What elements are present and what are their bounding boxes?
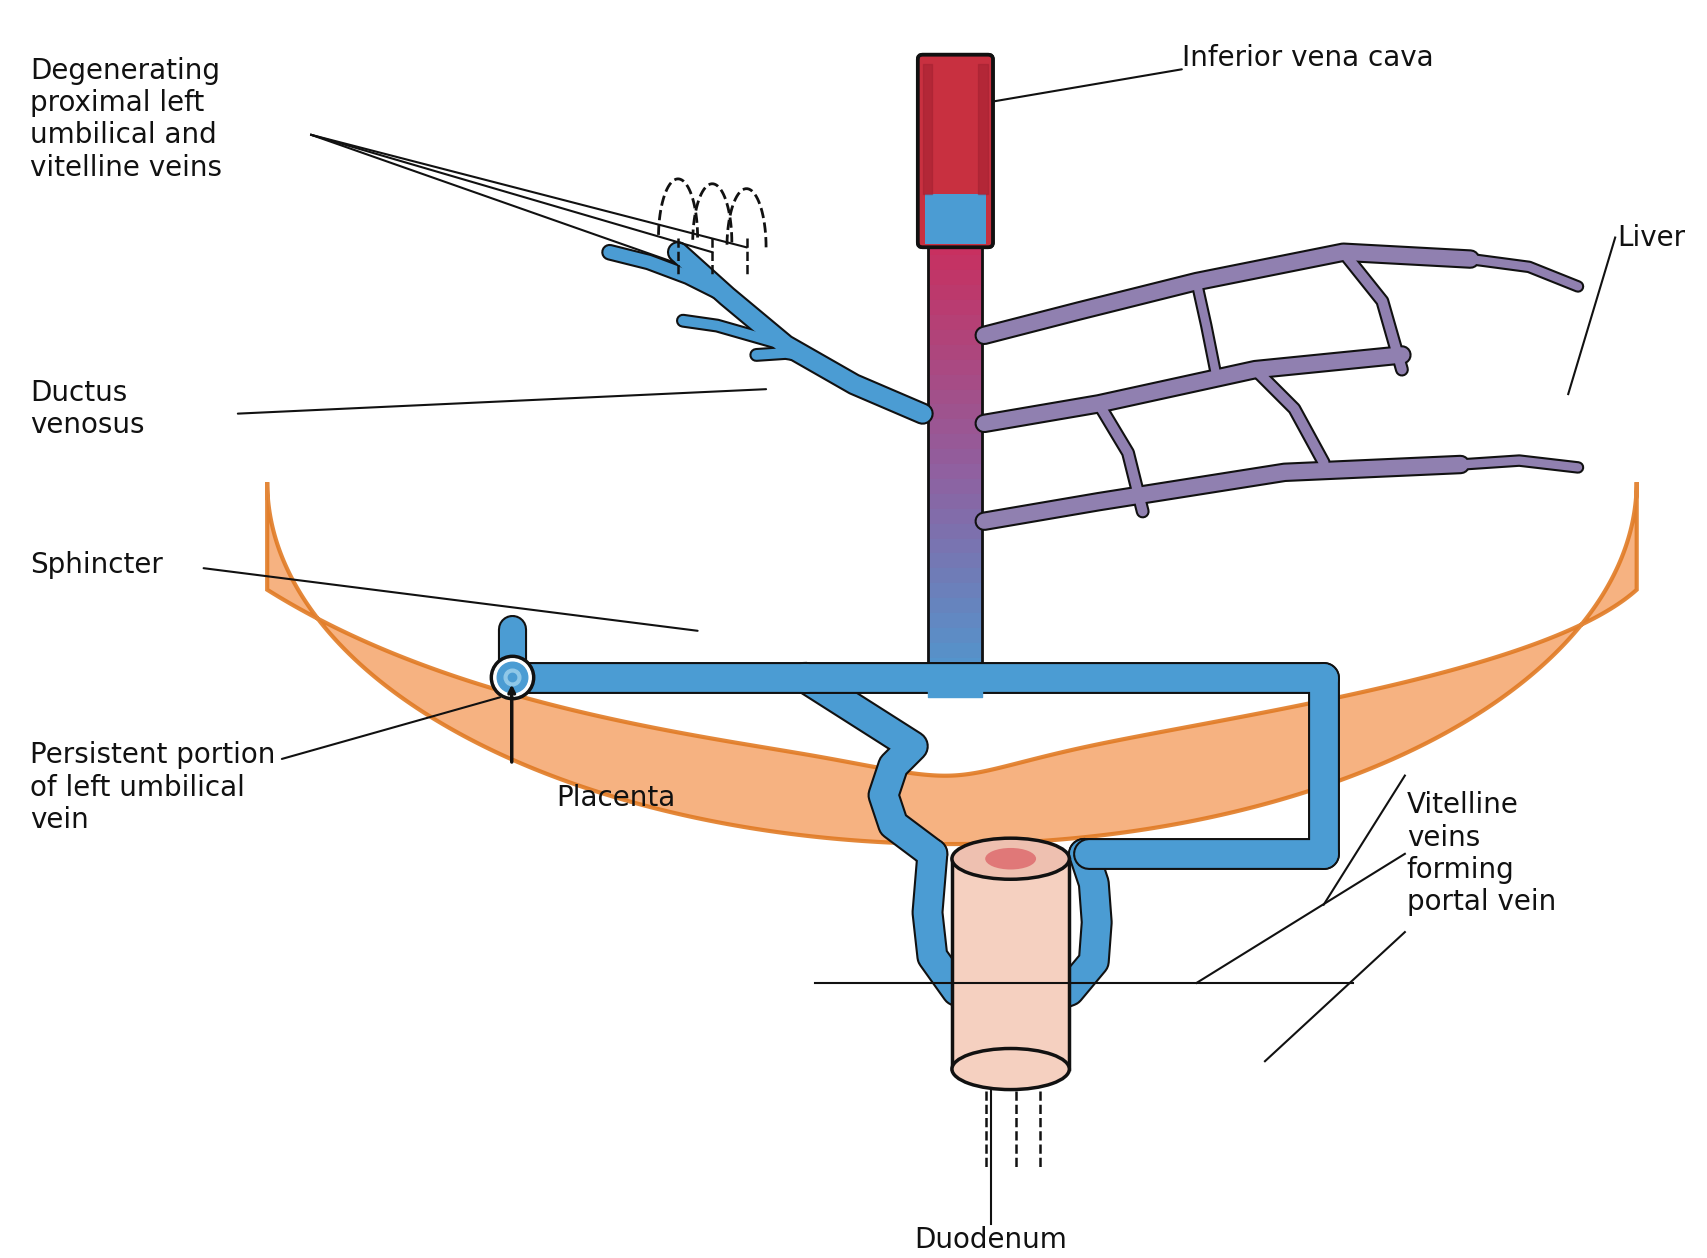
Ellipse shape	[951, 838, 1069, 879]
Text: Persistent portion
of left umbilical
vein: Persistent portion of left umbilical vei…	[31, 741, 275, 834]
Text: Sphincter: Sphincter	[31, 551, 164, 579]
Ellipse shape	[985, 848, 1036, 869]
Ellipse shape	[951, 1048, 1069, 1089]
Text: Degenerating
proximal left
umbilical and
vitelline veins: Degenerating proximal left umbilical and…	[31, 57, 222, 181]
Text: Ductus
venosus: Ductus venosus	[31, 379, 145, 439]
Polygon shape	[266, 482, 1635, 844]
Bar	[923, 194, 985, 244]
Text: Liver: Liver	[1617, 224, 1685, 252]
Text: Duodenum: Duodenum	[915, 1225, 1067, 1253]
FancyBboxPatch shape	[917, 54, 992, 248]
Text: Inferior vena cava: Inferior vena cava	[1181, 44, 1432, 72]
Text: Vitelline
veins
forming
portal vein: Vitelline veins forming portal vein	[1407, 791, 1555, 916]
Bar	[951, 859, 1069, 1069]
Text: Placenta: Placenta	[555, 785, 674, 813]
